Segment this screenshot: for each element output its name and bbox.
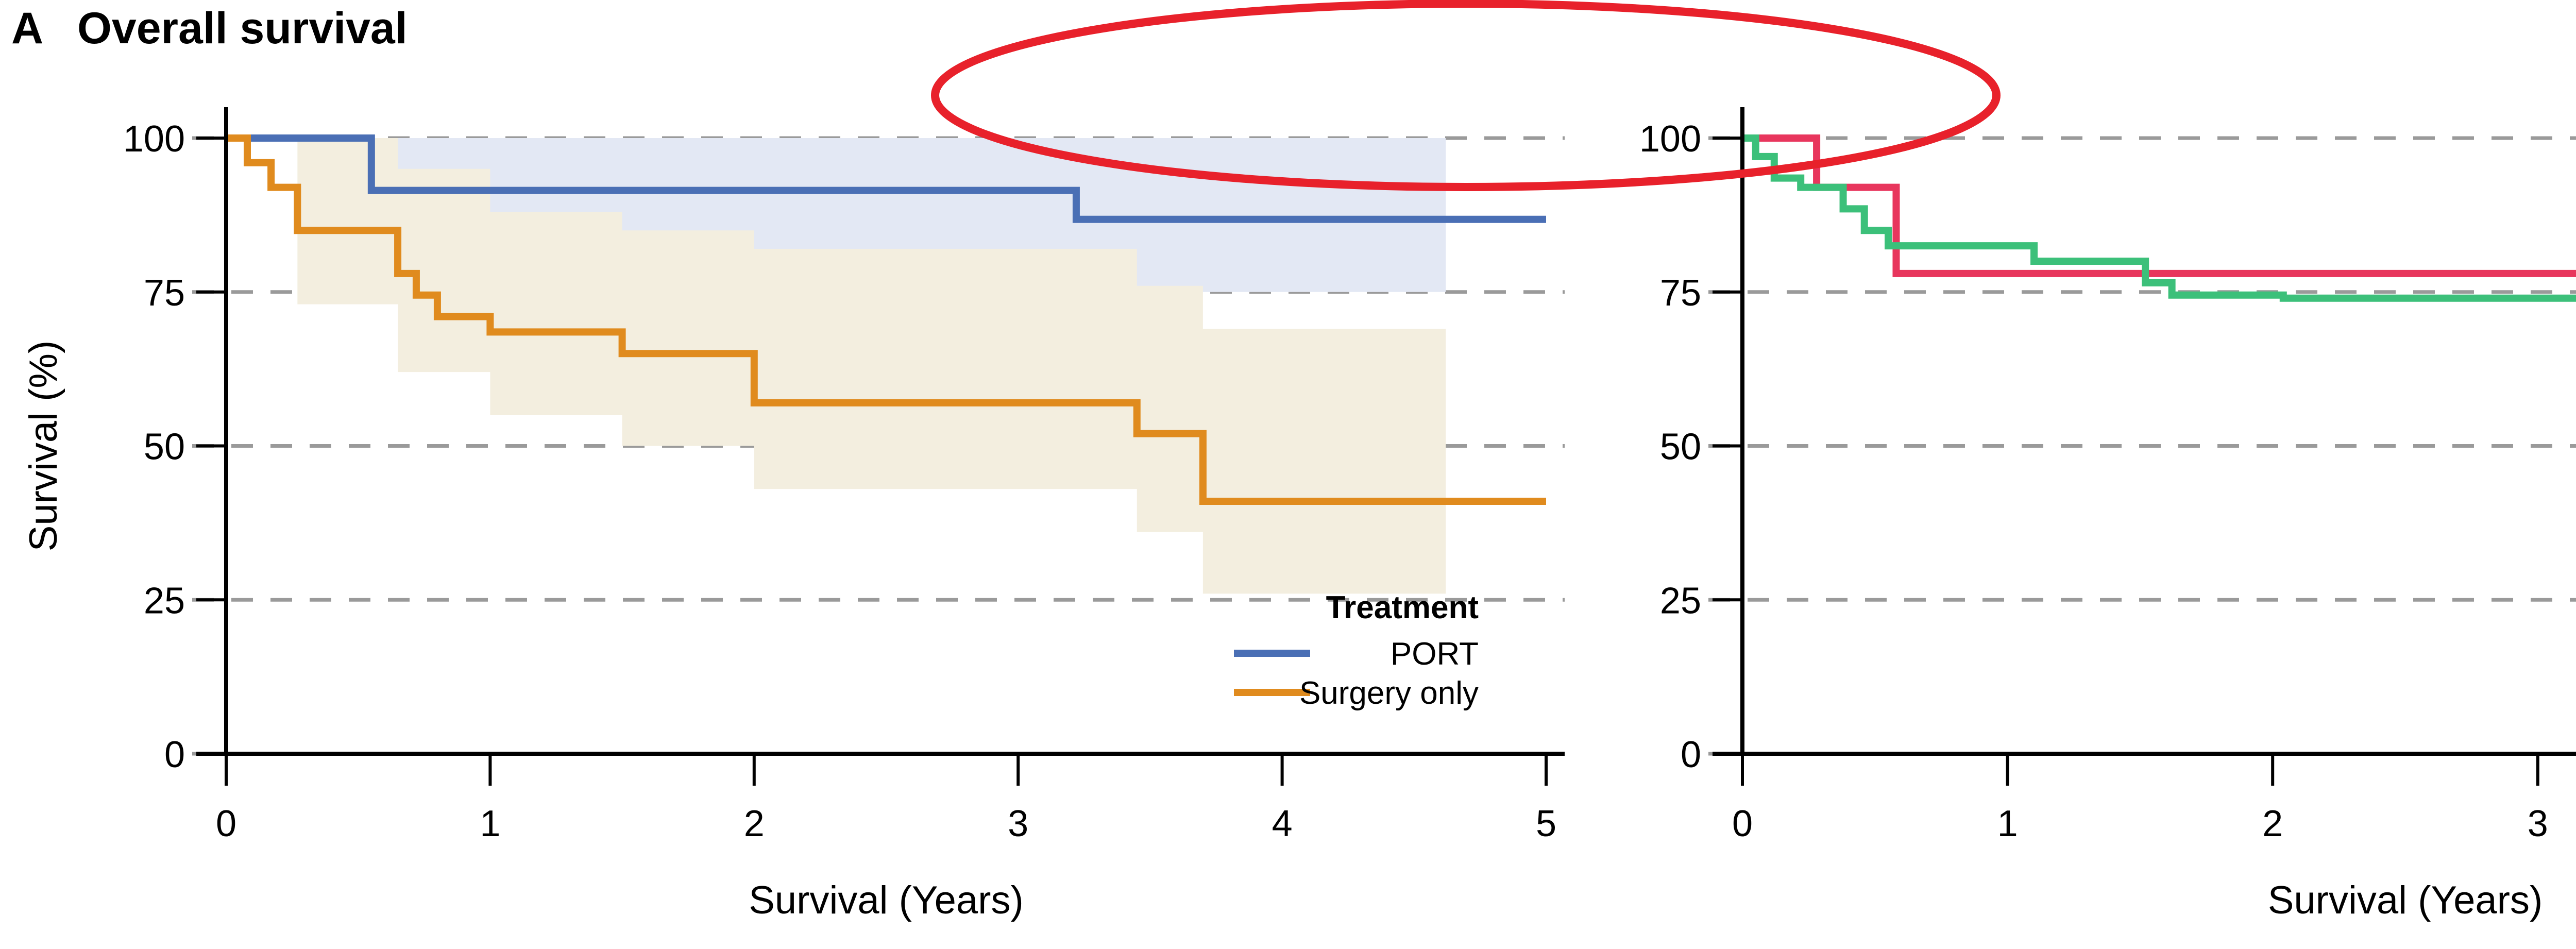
y-axis-title: Survival (%) — [22, 341, 65, 552]
confidence-band-port — [226, 138, 1446, 292]
y-tick-label-50: 50 — [144, 427, 185, 468]
x-tick-label-1: 1 — [1997, 803, 2018, 844]
x-tick-label-3: 3 — [1008, 803, 1028, 844]
page-title: Overall survival — [77, 4, 408, 53]
y-tick-label-0: 0 — [164, 734, 185, 775]
legend-title: Treatment — [1326, 590, 1479, 625]
km-curve-snd — [1742, 134, 2576, 277]
panel-letter: A — [11, 4, 44, 53]
km-curve-surgery-only — [226, 134, 1546, 505]
x-tick-label-2: 2 — [744, 803, 765, 844]
y-tick-label-50: 50 — [1660, 427, 1701, 468]
x-tick-label-3: 3 — [2528, 803, 2548, 844]
x-tick-label-4: 4 — [1272, 803, 1293, 844]
y-tick-label-25: 25 — [1660, 580, 1701, 621]
x-tick-label-2: 2 — [2262, 803, 2283, 844]
x-axis-title: Survival (Years) — [749, 878, 1024, 922]
x-tick-label-0: 0 — [216, 803, 236, 844]
km-curve-port — [226, 134, 1546, 223]
x-tick-label-1: 1 — [480, 803, 500, 844]
km-curve-mrnd — [1742, 134, 2576, 302]
x-tick-label-5: 5 — [1536, 803, 1556, 844]
y-tick-label-100: 100 — [1639, 118, 1701, 160]
y-tick-label-75: 75 — [144, 273, 185, 314]
annotation-ellipse — [931, 0, 2001, 191]
legend-label-port: PORT — [1391, 636, 1479, 672]
y-tick-label-75: 75 — [1660, 273, 1701, 314]
y-tick-label-100: 100 — [123, 118, 185, 160]
y-tick-label-0: 0 — [1681, 734, 1701, 775]
x-tick-label-0: 0 — [1732, 803, 1753, 844]
x-axis-title: Survival (Years) — [2268, 878, 2543, 922]
y-tick-label-25: 25 — [144, 580, 185, 621]
confidence-band-surgery-only — [226, 138, 1446, 594]
plot-panel-left: 0 25 50 75 100 0 1 2 3 4 5 Survival (Years) Survival… — [22, 107, 1565, 922]
legend-label-surgery-only: Surgery only — [1299, 675, 1479, 711]
